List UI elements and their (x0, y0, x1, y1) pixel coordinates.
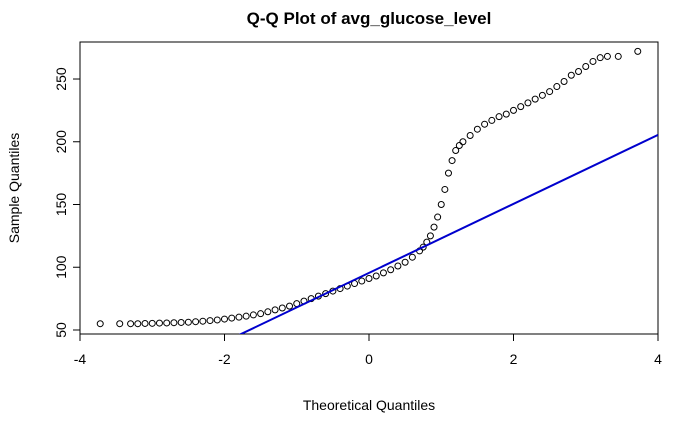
point (379, 269, 387, 277)
point (560, 78, 568, 86)
y-axis-label: Sample Quantiles (6, 133, 22, 244)
point (473, 125, 481, 133)
point (575, 67, 583, 75)
y-tick-label: 200 (53, 130, 69, 154)
point (148, 319, 156, 327)
point (134, 320, 142, 328)
point (546, 88, 554, 96)
point (481, 120, 489, 128)
point (199, 317, 207, 325)
point (127, 320, 135, 328)
point (228, 314, 236, 322)
point (567, 71, 575, 79)
point (249, 311, 257, 319)
x-tick-label: -4 (74, 351, 87, 367)
point (213, 316, 221, 324)
point (141, 319, 149, 327)
point (264, 308, 272, 316)
point (634, 47, 642, 55)
point (455, 142, 463, 150)
y-tick-label: 250 (53, 67, 69, 91)
y-tick-label: 50 (53, 322, 69, 338)
point (358, 277, 366, 285)
point (603, 52, 611, 60)
qq-line (238, 133, 658, 334)
point (116, 320, 124, 328)
point (444, 169, 452, 177)
x-axis-label: Theoretical Quantiles (303, 397, 435, 413)
y-tick-label: 100 (53, 255, 69, 279)
point (286, 302, 294, 310)
point (426, 232, 434, 240)
x-tick-label: 4 (654, 351, 662, 367)
plot-box (79, 41, 659, 335)
point (466, 131, 474, 139)
point (394, 262, 402, 270)
point (271, 306, 279, 314)
point (589, 57, 597, 65)
point (538, 91, 546, 99)
x-tick-label: 2 (510, 351, 518, 367)
point (372, 272, 380, 280)
point (322, 290, 330, 298)
point (177, 318, 185, 326)
point (596, 54, 604, 62)
point (206, 317, 214, 325)
point (419, 243, 427, 251)
point (582, 62, 590, 70)
chart-title: Q-Q Plot of avg_glucose_level (247, 9, 492, 28)
point (430, 223, 438, 231)
point (401, 258, 409, 266)
point (184, 318, 192, 326)
point (441, 185, 449, 193)
point (517, 103, 525, 111)
point (553, 83, 561, 91)
point (96, 320, 104, 328)
point (257, 310, 265, 318)
point (155, 319, 163, 327)
point (488, 116, 496, 124)
point (365, 275, 373, 283)
point (614, 52, 622, 60)
point (192, 318, 200, 326)
point (235, 313, 243, 321)
point (278, 304, 286, 312)
point (502, 110, 510, 118)
point (408, 253, 416, 261)
point (170, 319, 178, 327)
point (495, 113, 503, 121)
x-tick-label: 0 (365, 351, 373, 367)
point (387, 266, 395, 274)
point (221, 315, 228, 323)
point (524, 99, 532, 107)
point (242, 312, 250, 320)
point (531, 95, 539, 103)
point (452, 147, 460, 155)
y-tick-label: 150 (53, 193, 69, 217)
point (163, 319, 171, 327)
point (510, 106, 517, 114)
point (448, 157, 456, 165)
point (434, 213, 442, 221)
x-tick-label: -2 (218, 351, 231, 367)
point (459, 138, 467, 146)
point (437, 201, 445, 209)
